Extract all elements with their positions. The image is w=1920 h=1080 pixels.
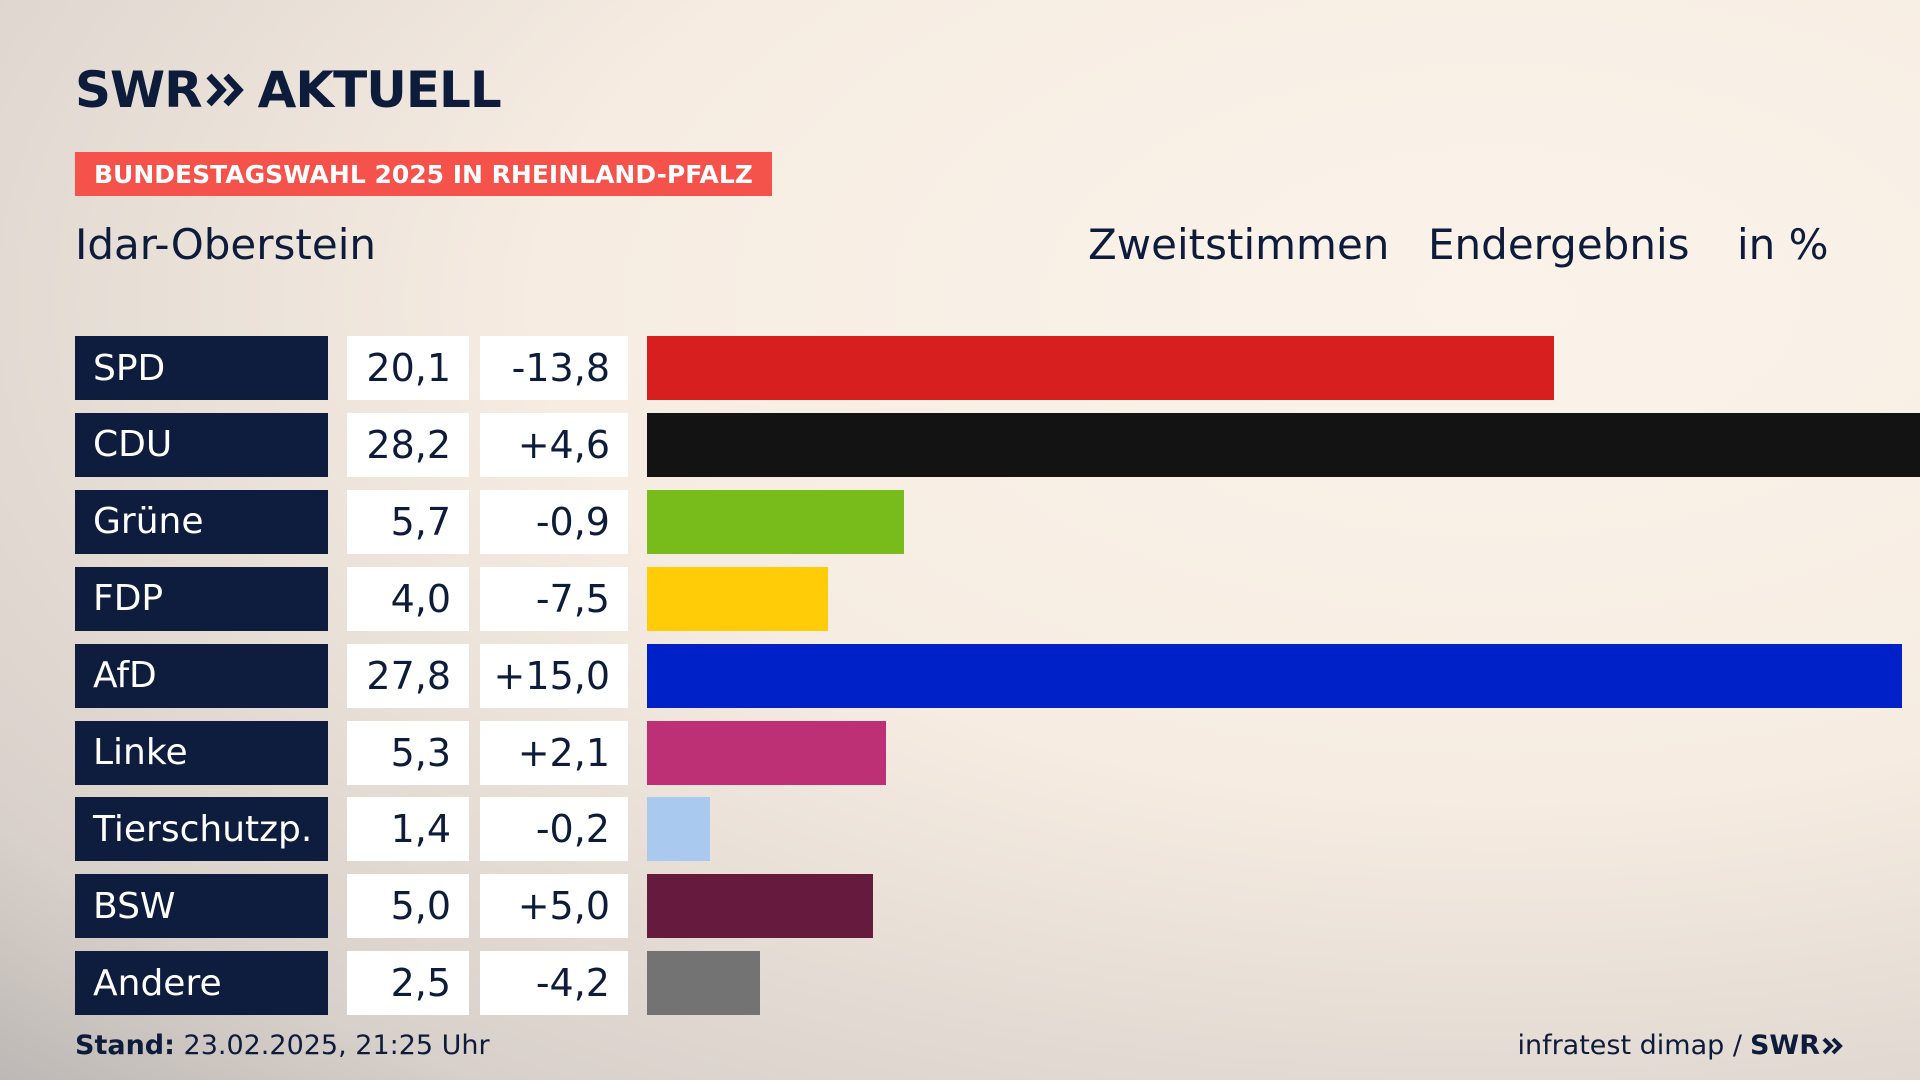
vote-type-label: Zweitstimmen (1088, 220, 1390, 269)
value-label: 28,2 (347, 412, 469, 477)
double-chevron-right-icon (1822, 1037, 1844, 1055)
party-label: CDU (75, 412, 328, 477)
unit-label: in % (1737, 220, 1829, 269)
bar-grüne (647, 489, 905, 554)
bar-spd (647, 336, 1555, 400)
party-label: AfD (75, 643, 328, 708)
swr-small-text: SWR (1749, 1030, 1820, 1061)
bar-bsw (647, 874, 873, 939)
party-label: FDP (75, 566, 328, 631)
bar-andere (647, 951, 760, 1016)
value-label: 5,0 (347, 874, 469, 939)
stand-value: 23.02.2025, 21:25 Uhr (183, 1030, 490, 1061)
election-badge: BUNDESTAGSWAHL 2025 IN RHEINLAND-PFALZ (75, 152, 772, 196)
party-label: SPD (75, 336, 328, 400)
party-label: Grüne (75, 489, 328, 554)
swr-aktuell-logo: SWR AKTUELL (75, 61, 502, 119)
diff-label: -13,8 (480, 336, 628, 400)
bar-tierschutzp (647, 797, 711, 862)
bar-linke (647, 720, 887, 785)
region-title: Idar-Oberstein (75, 220, 376, 269)
bar-fdp (647, 566, 828, 631)
party-label: Tierschutzp. (75, 797, 328, 862)
party-label: BSW (75, 874, 328, 939)
value-label: 2,5 (347, 951, 469, 1016)
stand-label: Stand: (75, 1030, 175, 1061)
status-label: Endergebnis (1428, 220, 1690, 269)
diff-label: +5,0 (480, 874, 628, 939)
party-label: Linke (75, 720, 328, 785)
value-label: 5,7 (347, 489, 469, 554)
bar-cdu (647, 412, 1920, 477)
diff-label: -0,9 (480, 489, 628, 554)
diff-label: -7,5 (480, 566, 628, 631)
value-label: 5,3 (347, 720, 469, 785)
swr-small-logo: SWR (1750, 1030, 1844, 1061)
value-label: 27,8 (347, 643, 469, 708)
double-chevron-right-icon (206, 73, 246, 107)
diff-label: +4,6 (480, 412, 628, 477)
diff-label: +2,1 (480, 720, 628, 785)
diff-label: +15,0 (480, 643, 628, 708)
source-credit: infratest dimap / SWR (1517, 1030, 1844, 1061)
value-label: 4,0 (347, 566, 469, 631)
source-text: infratest dimap / (1517, 1030, 1742, 1061)
bar-afd (647, 643, 1902, 708)
diff-label: -0,2 (480, 797, 628, 862)
value-label: 20,1 (347, 336, 469, 400)
value-label: 1,4 (347, 797, 469, 862)
logo-swr-text: SWR (75, 61, 203, 119)
diff-label: -4,2 (480, 951, 628, 1016)
timestamp: Stand: 23.02.2025, 21:25 Uhr (75, 1030, 490, 1061)
party-label: Andere (75, 951, 328, 1016)
logo-aktuell-text: AKTUELL (257, 61, 502, 119)
